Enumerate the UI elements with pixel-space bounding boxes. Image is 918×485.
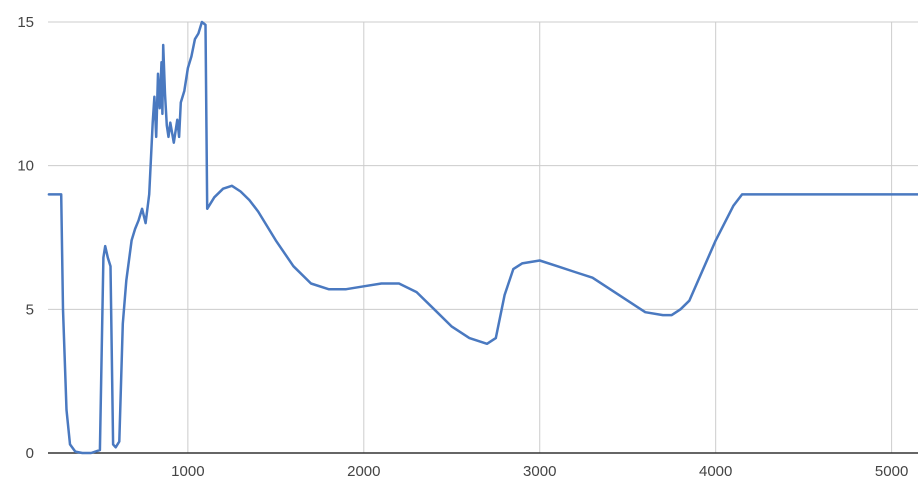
- series-line-1: [47, 20, 918, 455]
- x-tick-label-5000: 5000: [875, 463, 908, 480]
- y-tick-label-15: 15: [17, 14, 34, 31]
- y-axis-ticks: 0 5 10 15: [17, 14, 34, 462]
- gridlines: [48, 21, 918, 453]
- y-tick-label-0: 0: [26, 445, 34, 462]
- y-tick-label-5: 5: [26, 301, 34, 318]
- x-tick-label-3000: 3000: [523, 463, 556, 480]
- x-axis-ticks: 1000 2000 3000 4000 5000: [171, 463, 908, 480]
- series-layer: [47, 20, 918, 455]
- x-tick-label-2000: 2000: [347, 463, 380, 480]
- x-tick-label-1000: 1000: [171, 463, 204, 480]
- x-tick-label-4000: 4000: [699, 463, 732, 480]
- y-tick-label-10: 10: [17, 158, 34, 175]
